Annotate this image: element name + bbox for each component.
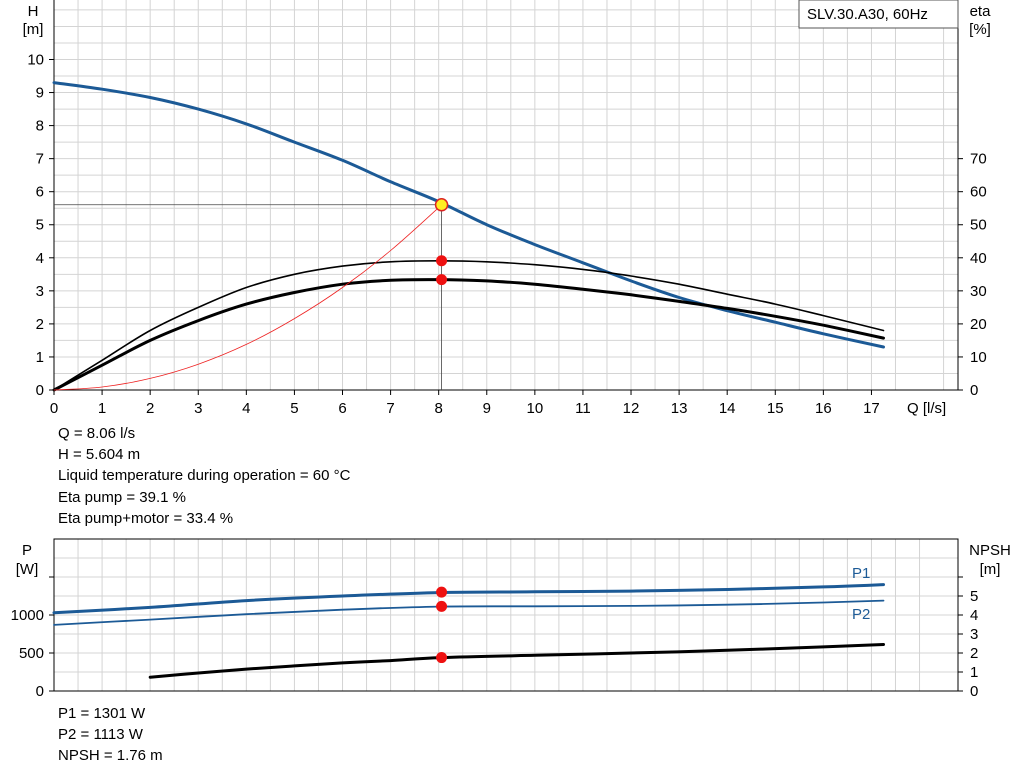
y-right-tick-label: 4 <box>970 607 978 624</box>
y-left-tick-label: 0 <box>36 382 44 399</box>
x-tick-label: 5 <box>290 400 298 417</box>
y-right-tick-label: 5 <box>970 588 978 605</box>
y-left-tick-label: 5 <box>36 217 44 234</box>
y-right-axis-title: eta <box>970 3 992 20</box>
info-liquid-temperature: Liquid temperature during operation = 60… <box>58 467 351 484</box>
eta-pump-marker <box>436 255 448 267</box>
x-tick-label: 3 <box>194 400 202 417</box>
x-tick-label: 6 <box>338 400 346 417</box>
y-left-tick-label: 4 <box>36 250 44 267</box>
y-left-tick-label: 1 <box>36 349 44 366</box>
x-tick-label: 10 <box>527 400 544 417</box>
legend-box <box>798 0 959 29</box>
y-right-tick-label: 70 <box>970 151 987 168</box>
x-tick-label: 0 <box>50 400 58 417</box>
y-left-tick-label: 1000 <box>11 607 44 624</box>
info-eta-pump-motor: Eta pump+motor = 33.4 % <box>58 510 234 527</box>
y-left-tick-label: 3 <box>36 283 44 300</box>
x-tick-label: 13 <box>671 400 688 417</box>
x-tick-label: 14 <box>719 400 736 417</box>
p2-curve <box>53 599 885 626</box>
x-tick-label: 1 <box>98 400 106 417</box>
y-right-tick-label: 60 <box>970 184 987 201</box>
info-flow: Q = 8.06 l/s <box>58 425 136 442</box>
y-right-tick-label: 20 <box>970 316 987 333</box>
y-right-tick-label: 3 <box>970 626 978 643</box>
info-p1: P1 = 1301 W <box>58 705 146 722</box>
p1-marker <box>436 586 448 598</box>
x-tick-label: 16 <box>815 400 832 417</box>
head-efficiency-chart: 0 1 2 3 4 5 6 7 8 9 10 11 12 13 14 15 16 1701234567891001… <box>23 0 992 417</box>
y-right-tick-label: 0 <box>970 683 978 700</box>
info-npsh: NPSH = 1.76 m <box>58 747 163 764</box>
y-right-axis-title: NPSH <box>969 542 1011 559</box>
npsh-marker <box>436 652 448 664</box>
y-left-tick-label: 7 <box>36 151 44 168</box>
system-curve <box>53 204 442 391</box>
eta-total-curve <box>52 278 885 392</box>
y-right-tick-label: 2 <box>970 645 978 662</box>
info-eta-pump: Eta pump = 39.1 % <box>58 489 186 506</box>
x-tick-label: 4 <box>242 400 250 417</box>
operating-point-marker <box>434 198 449 212</box>
y-left-axis-unit: [m] <box>23 21 44 38</box>
p2-marker <box>436 600 448 612</box>
x-tick-label: 17 <box>863 400 880 417</box>
p1-series-label: P1 <box>852 565 870 582</box>
y-right-tick-label: 0 <box>970 382 978 399</box>
info-p2: P2 = 1113 W <box>58 726 143 743</box>
y-left-tick-label: 10 <box>27 51 44 68</box>
y-right-tick-label: 10 <box>970 349 987 366</box>
p2-series-label: P2 <box>852 606 870 623</box>
y-right-tick-label: 50 <box>970 217 987 234</box>
x-tick-label: 7 <box>386 400 394 417</box>
x-axis-title: Q [l/s] <box>907 400 946 417</box>
y-left-tick-label: 9 <box>36 85 44 102</box>
legend-label: SLV.30.A30, 60Hz <box>807 6 928 23</box>
eta-pump-curve <box>53 259 885 391</box>
y-left-tick-label: 2 <box>36 316 44 333</box>
p1-curve <box>52 583 885 615</box>
y-right-tick-label: 1 <box>970 664 978 681</box>
y-right-tick-label: 30 <box>970 283 987 300</box>
y-left-tick-label: 500 <box>19 645 44 662</box>
y-right-axis-unit: [%] <box>969 21 991 38</box>
y-left-axis-unit: [W] <box>16 561 39 578</box>
eta-total-marker <box>436 274 448 286</box>
power-npsh-chart: 0 500 1000 0 1 2 3 4 5 P [W] NPSH [m] P1 P2 <box>11 538 1011 700</box>
x-tick-label: 8 <box>435 400 443 417</box>
y-right-tick-label: 40 <box>970 250 987 267</box>
x-tick-label: 11 <box>575 400 591 417</box>
y-left-tick-label: 6 <box>36 184 44 201</box>
y-left-axis-title: H <box>28 3 39 20</box>
x-tick-label: 12 <box>623 400 640 417</box>
qh-curve <box>52 81 885 349</box>
x-tick-label: 9 <box>483 400 491 417</box>
y-left-axis-title: P <box>22 542 32 559</box>
y-right-axis-unit: [m] <box>980 561 1001 578</box>
x-tick-label: 15 <box>767 400 784 417</box>
info-head: H = 5.604 m <box>58 446 141 463</box>
y-left-tick-label: 8 <box>36 118 44 135</box>
y-left-tick-label: 0 <box>36 683 44 700</box>
x-tick-label: 2 <box>146 400 154 417</box>
